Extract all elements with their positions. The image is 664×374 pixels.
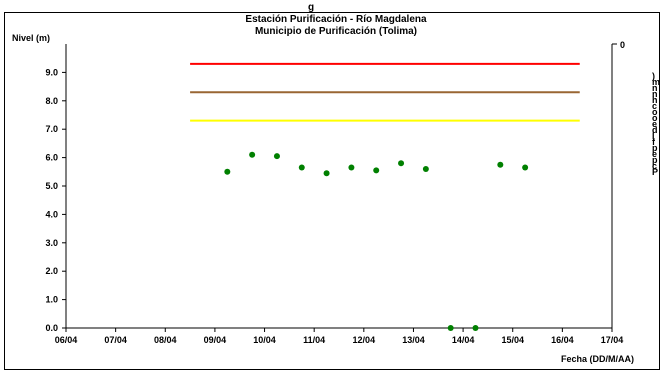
x-tick-label: 07/04: [104, 335, 127, 345]
legend-fragment: n: [652, 83, 658, 93]
legend-fragment: c: [652, 101, 657, 111]
x-tick-label: 08/04: [154, 335, 177, 345]
data-point: [447, 325, 454, 331]
legend-fragment: c: [652, 161, 657, 171]
data-points: [224, 151, 529, 331]
axes: [65, 43, 617, 329]
y-tick-label: 3.0: [45, 238, 58, 248]
legend-fragment: m: [652, 77, 660, 87]
x-tick-label: 10/04: [253, 335, 276, 345]
legend-fragment: o: [652, 113, 658, 123]
legend-fragment: p: [652, 143, 658, 153]
data-point: [249, 151, 256, 158]
data-point: [522, 164, 529, 171]
x-tick-label: 12/04: [353, 335, 376, 345]
x-tick-label: 11/04: [303, 335, 325, 345]
y-tick-label: 7.0: [45, 124, 58, 134]
y-ticks: 0.0 1.0 2.0 3.0 4.0 5.0 6.0 7.0 8.0 9.0: [45, 67, 66, 333]
legend-fragment: o: [652, 107, 658, 117]
chart-border: [4, 12, 660, 370]
legend-fragment: e: [652, 149, 657, 159]
data-point: [373, 167, 380, 174]
y-tick-label: 0.0: [45, 323, 58, 333]
chart-subtitle: Municipio de Purificación (Tolima): [255, 26, 417, 37]
threshold-lines: [190, 62, 580, 122]
x-axis-label: Fecha (DD/M/AA): [561, 354, 634, 364]
y-tick-label: 6.0: [45, 153, 58, 163]
legend-fragment: h: [652, 95, 658, 105]
data-point: [323, 170, 330, 177]
legend-fragment: p: [652, 155, 658, 165]
y-tick-label: 1.0: [45, 295, 58, 305]
data-point: [497, 161, 504, 168]
legend-fragment: P: [652, 167, 658, 177]
y-axis-label: Nivel (m): [12, 33, 50, 43]
x-tick-label: 15/04: [501, 335, 524, 345]
data-point: [273, 153, 280, 160]
secondary-axis-label: 0: [620, 40, 625, 50]
x-tick-label: 13/04: [402, 335, 425, 345]
data-point: [398, 160, 405, 167]
data-point: [422, 165, 429, 172]
legend-fragment: e: [652, 119, 657, 129]
legend-fragment: d: [652, 125, 658, 135]
data-point: [348, 164, 355, 171]
legend-fragment: ): [652, 71, 655, 81]
legend-fragment: n: [652, 89, 658, 99]
data-point: [472, 325, 479, 331]
x-tick-label: 06/04: [55, 335, 78, 345]
top-partial-text: g: [308, 2, 314, 13]
data-point: [224, 168, 231, 175]
y-tick-label: 2.0: [45, 266, 58, 276]
y-tick-label: 5.0: [45, 181, 58, 191]
chart-title: Estación Purificación - Río Magdalena: [245, 14, 427, 25]
legend-fragment: I: [652, 131, 655, 141]
y-tick-label: 9.0: [45, 67, 58, 77]
x-ticks: 06/04 07/04 08/04 09/04 10/04 11/04 12/04 13/04…: [55, 328, 624, 345]
x-tick-label: 16/04: [551, 335, 574, 345]
data-point: [298, 164, 305, 171]
y-tick-label: 4.0: [45, 209, 58, 219]
legend-fragment: f: [652, 137, 656, 147]
y-tick-label: 8.0: [45, 96, 58, 106]
x-tick-label: 14/04: [452, 335, 475, 345]
x-tick-label: 09/04: [204, 335, 227, 345]
x-tick-label: 17/04: [601, 335, 624, 345]
